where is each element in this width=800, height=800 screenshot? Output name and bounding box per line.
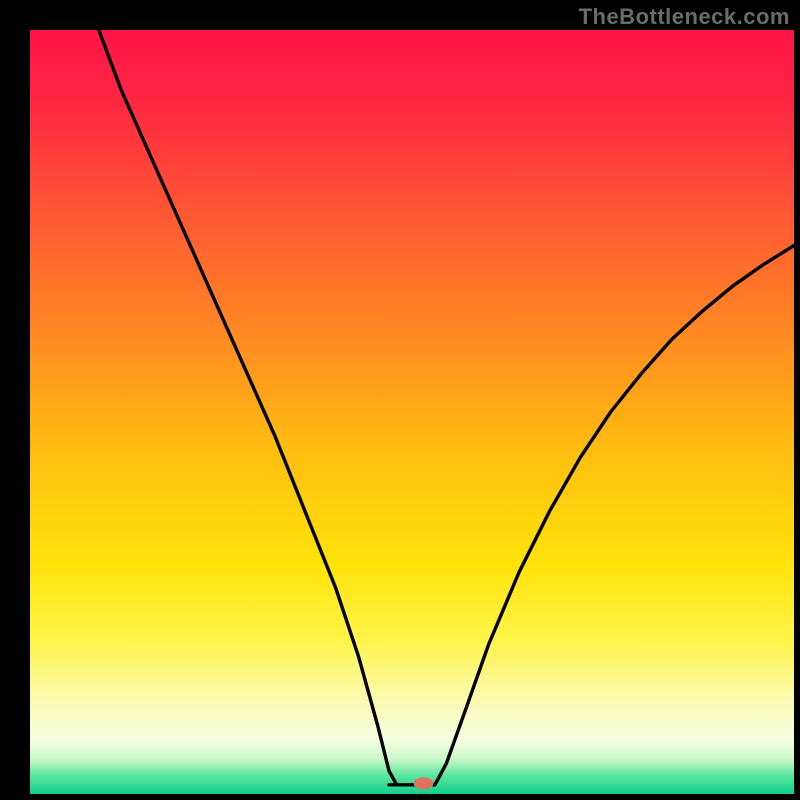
watermark-text: TheBottleneck.com — [579, 4, 790, 30]
plot-area — [30, 30, 794, 794]
valley-marker — [413, 777, 433, 789]
chart-frame: TheBottleneck.com — [0, 0, 800, 800]
plot-svg — [30, 30, 794, 794]
